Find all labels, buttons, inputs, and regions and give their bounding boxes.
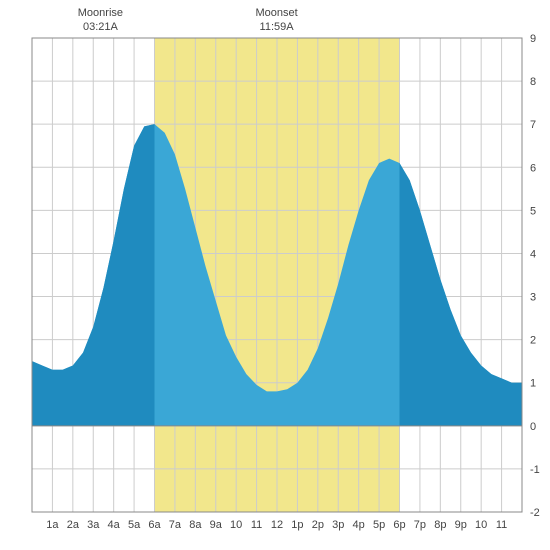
- svg-text:11: 11: [496, 519, 507, 531]
- moonset-time: 11:59A: [247, 20, 307, 34]
- svg-text:3p: 3p: [332, 519, 344, 531]
- svg-text:5p: 5p: [373, 519, 385, 531]
- moonrise-title: Moonrise: [70, 6, 130, 20]
- svg-text:3a: 3a: [87, 519, 100, 531]
- svg-text:10: 10: [230, 519, 242, 531]
- svg-text:9p: 9p: [455, 519, 467, 531]
- svg-text:6a: 6a: [148, 519, 161, 531]
- tide-chart: Moonrise 03:21A Moonset 11:59A -2-101234…: [0, 0, 550, 550]
- svg-text:0: 0: [530, 421, 536, 433]
- svg-text:6p: 6p: [393, 519, 405, 531]
- svg-text:2a: 2a: [67, 519, 80, 531]
- svg-text:12: 12: [271, 519, 283, 531]
- svg-text:7p: 7p: [414, 519, 426, 531]
- svg-text:2: 2: [530, 335, 536, 347]
- svg-text:9: 9: [530, 33, 536, 45]
- svg-text:9a: 9a: [210, 519, 223, 531]
- svg-text:4a: 4a: [108, 519, 121, 531]
- moonrise-label: Moonrise 03:21A: [70, 6, 130, 35]
- moonset-title: Moonset: [247, 6, 307, 20]
- svg-text:-1: -1: [530, 464, 540, 476]
- svg-text:5a: 5a: [128, 519, 141, 531]
- svg-text:6: 6: [530, 162, 536, 174]
- svg-text:8: 8: [530, 76, 536, 88]
- svg-text:8a: 8a: [189, 519, 202, 531]
- svg-text:8p: 8p: [434, 519, 446, 531]
- svg-text:4: 4: [530, 248, 536, 260]
- svg-text:3: 3: [530, 292, 536, 304]
- svg-text:7: 7: [530, 119, 536, 131]
- moonset-label: Moonset 11:59A: [247, 6, 307, 35]
- svg-text:5: 5: [530, 205, 536, 217]
- chart-svg: -2-101234567891a2a3a4a5a6a7a8a9a1011121p…: [0, 0, 550, 550]
- svg-text:2p: 2p: [312, 519, 324, 531]
- svg-text:1a: 1a: [46, 519, 59, 531]
- svg-text:-2: -2: [530, 507, 540, 519]
- svg-text:11: 11: [251, 519, 262, 531]
- svg-text:1p: 1p: [291, 519, 303, 531]
- svg-text:10: 10: [475, 519, 487, 531]
- svg-text:1: 1: [530, 378, 536, 390]
- svg-text:7a: 7a: [169, 519, 182, 531]
- svg-text:4p: 4p: [353, 519, 365, 531]
- moonrise-time: 03:21A: [70, 20, 130, 34]
